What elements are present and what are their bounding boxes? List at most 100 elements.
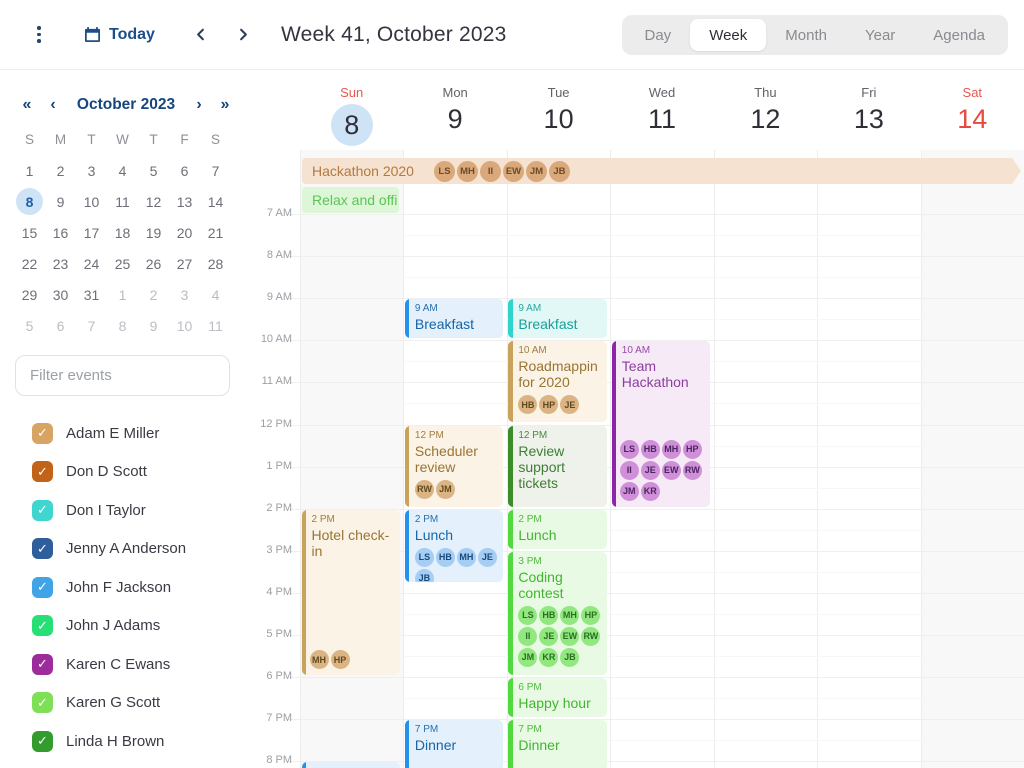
- mini-day-4[interactable]: 4: [118, 162, 127, 179]
- day-header-mon[interactable]: Mon 9: [403, 70, 506, 150]
- mini-day-28[interactable]: 28: [207, 255, 224, 272]
- person-checkbox[interactable]: ✓: [32, 692, 53, 714]
- today-button[interactable]: Today: [84, 26, 155, 44]
- mini-day-1[interactable]: 1: [25, 162, 34, 179]
- mini-day-2[interactable]: 2: [56, 162, 65, 179]
- mini-day-5[interactable]: 5: [149, 162, 158, 179]
- mini-day-27[interactable]: 27: [176, 255, 193, 272]
- person-checkbox[interactable]: ✓: [32, 615, 53, 637]
- mini-calendar: « ‹ October 2023 › » S M T W T F S 1 2 3 4 5 6 7 8 9 10 1…: [0, 96, 250, 341]
- person-checkbox[interactable]: ✓: [32, 538, 53, 560]
- mini-day-18[interactable]: 18: [114, 224, 131, 241]
- person-checkbox[interactable]: ✓: [32, 422, 53, 444]
- allday-event[interactable]: Hackathon 2020 LS MH II EW JM JB: [302, 158, 1021, 184]
- event-title: Lunch: [518, 526, 557, 543]
- mini-day-16[interactable]: 16: [52, 224, 69, 241]
- person-checkbox[interactable]: ✓: [32, 576, 53, 598]
- day-header-sun[interactable]: Sun 8: [300, 70, 403, 150]
- mini-prev-month-button[interactable]: ‹: [50, 96, 56, 113]
- event-card[interactable]: 9 AM Breakfast: [404, 299, 504, 339]
- mini-day-24[interactable]: 24: [83, 255, 100, 272]
- event-card[interactable]: 12 PM Scheduler review RW JM: [404, 425, 504, 507]
- mini-day-1[interactable]: 1: [118, 286, 127, 303]
- mini-day-3[interactable]: 3: [180, 286, 189, 303]
- person-checkbox[interactable]: ✓: [32, 730, 53, 752]
- event-card[interactable]: 7 PM Dinner: [404, 720, 504, 768]
- mini-day-7[interactable]: 7: [87, 317, 96, 334]
- mini-day-20[interactable]: 20: [176, 224, 193, 241]
- mini-day-2[interactable]: 2: [149, 286, 158, 303]
- mini-next-year-button[interactable]: »: [220, 96, 230, 113]
- mini-day-10[interactable]: 10: [176, 317, 193, 334]
- menu-kebab-icon[interactable]: [30, 26, 48, 43]
- previous-week-button[interactable]: [187, 21, 214, 48]
- person-checkbox[interactable]: ✓: [32, 653, 53, 675]
- mini-day-10[interactable]: 10: [83, 193, 100, 210]
- mini-day-31[interactable]: 31: [83, 286, 100, 303]
- avatar-chip: JE: [640, 460, 660, 480]
- avatar-chip: MH: [456, 547, 476, 567]
- mini-day-8[interactable]: 8: [118, 317, 127, 334]
- mini-next-month-button[interactable]: ›: [196, 96, 202, 113]
- mini-day-19[interactable]: 19: [145, 224, 162, 241]
- person-checkbox[interactable]: ✓: [32, 461, 53, 483]
- mini-prev-year-button[interactable]: «: [22, 96, 32, 113]
- mini-day-6[interactable]: 6: [56, 317, 65, 334]
- day-header-thu[interactable]: Thu 12: [714, 70, 817, 150]
- mini-day-8[interactable]: 8: [14, 186, 45, 217]
- filter-events-input[interactable]: [15, 355, 230, 396]
- mini-day-header: M: [54, 132, 67, 147]
- mini-day-29[interactable]: 29: [21, 286, 38, 303]
- calendar-body: 7 AM 8 AM 9 AM 10 AM 11 AM 12 PM 1 PM 2 PM 3 PM 4…: [250, 150, 1024, 768]
- person-checkbox[interactable]: ✓: [32, 499, 53, 521]
- avatar-chip: JM: [518, 647, 538, 667]
- mini-day-30[interactable]: 30: [52, 286, 69, 303]
- view-tab-agenda[interactable]: Agenda: [914, 19, 1004, 51]
- event-card[interactable]: 3 PM Coding contest LS HB MH HP II JE EW RW JM KR JB: [508, 551, 607, 676]
- day-header-tue[interactable]: Tue 10: [507, 70, 610, 150]
- avatar-chip: LS: [434, 161, 455, 182]
- event-card[interactable]: [301, 762, 400, 768]
- event-title: Roadmappin for 2020: [518, 358, 598, 391]
- view-tab-week[interactable]: Week: [690, 19, 767, 51]
- mini-day-9[interactable]: 9: [149, 317, 158, 334]
- mini-day-25[interactable]: 25: [114, 255, 131, 272]
- day-header-fri[interactable]: Fri 13: [817, 70, 920, 150]
- event-card[interactable]: 2 PM Lunch: [508, 509, 607, 549]
- mini-day-11[interactable]: 11: [208, 317, 223, 334]
- day-header-wed[interactable]: Wed 11: [610, 70, 713, 150]
- view-tab-day[interactable]: Day: [626, 19, 691, 51]
- mini-day-12[interactable]: 12: [145, 193, 162, 210]
- event-card[interactable]: 7 PM Dinner: [508, 720, 607, 768]
- mini-day-4[interactable]: 4: [211, 286, 220, 303]
- mini-day-26[interactable]: 26: [145, 255, 162, 272]
- event-card[interactable]: 2 PM Lunch LS HB MH JE JB: [404, 509, 504, 583]
- event-card[interactable]: 9 AM Breakfast: [508, 299, 607, 339]
- mini-day-3[interactable]: 3: [87, 162, 96, 179]
- mini-day-7[interactable]: 7: [211, 162, 220, 179]
- mini-day-5[interactable]: 5: [25, 317, 34, 334]
- mini-day-9[interactable]: 9: [56, 193, 65, 210]
- allday-event[interactable]: Relax and offi: [302, 187, 400, 213]
- mini-day-header: T: [87, 132, 96, 147]
- event-card[interactable]: 10 AM Team Hackathon LS HB MH HP II JE EW RW JM KR: [611, 341, 711, 507]
- mini-day-21[interactable]: 21: [207, 224, 224, 241]
- half-hour-line: [300, 698, 1024, 700]
- next-week-button[interactable]: [230, 21, 257, 48]
- mini-day-22[interactable]: 22: [21, 255, 38, 272]
- event-card[interactable]: 6 PM Happy hour: [508, 678, 607, 718]
- event-card[interactable]: 10 AM Roadmappin for 2020 HB HP JE: [508, 341, 607, 423]
- allday-event-title: Relax and offi: [312, 192, 398, 208]
- mini-day-11[interactable]: 11: [115, 193, 130, 210]
- event-card[interactable]: 12 PM Review support tickets: [508, 425, 607, 507]
- mini-day-14[interactable]: 14: [207, 193, 224, 210]
- day-header-sat[interactable]: Sat 14: [921, 70, 1024, 150]
- mini-day-6[interactable]: 6: [180, 162, 189, 179]
- event-card[interactable]: 2 PM Hotel check-in MH HP: [301, 509, 400, 676]
- mini-day-15[interactable]: 15: [21, 224, 38, 241]
- view-tab-month[interactable]: Month: [766, 19, 846, 51]
- mini-day-23[interactable]: 23: [52, 255, 69, 272]
- mini-day-13[interactable]: 13: [176, 193, 193, 210]
- mini-day-17[interactable]: 17: [83, 224, 100, 241]
- view-tab-year[interactable]: Year: [846, 19, 914, 51]
